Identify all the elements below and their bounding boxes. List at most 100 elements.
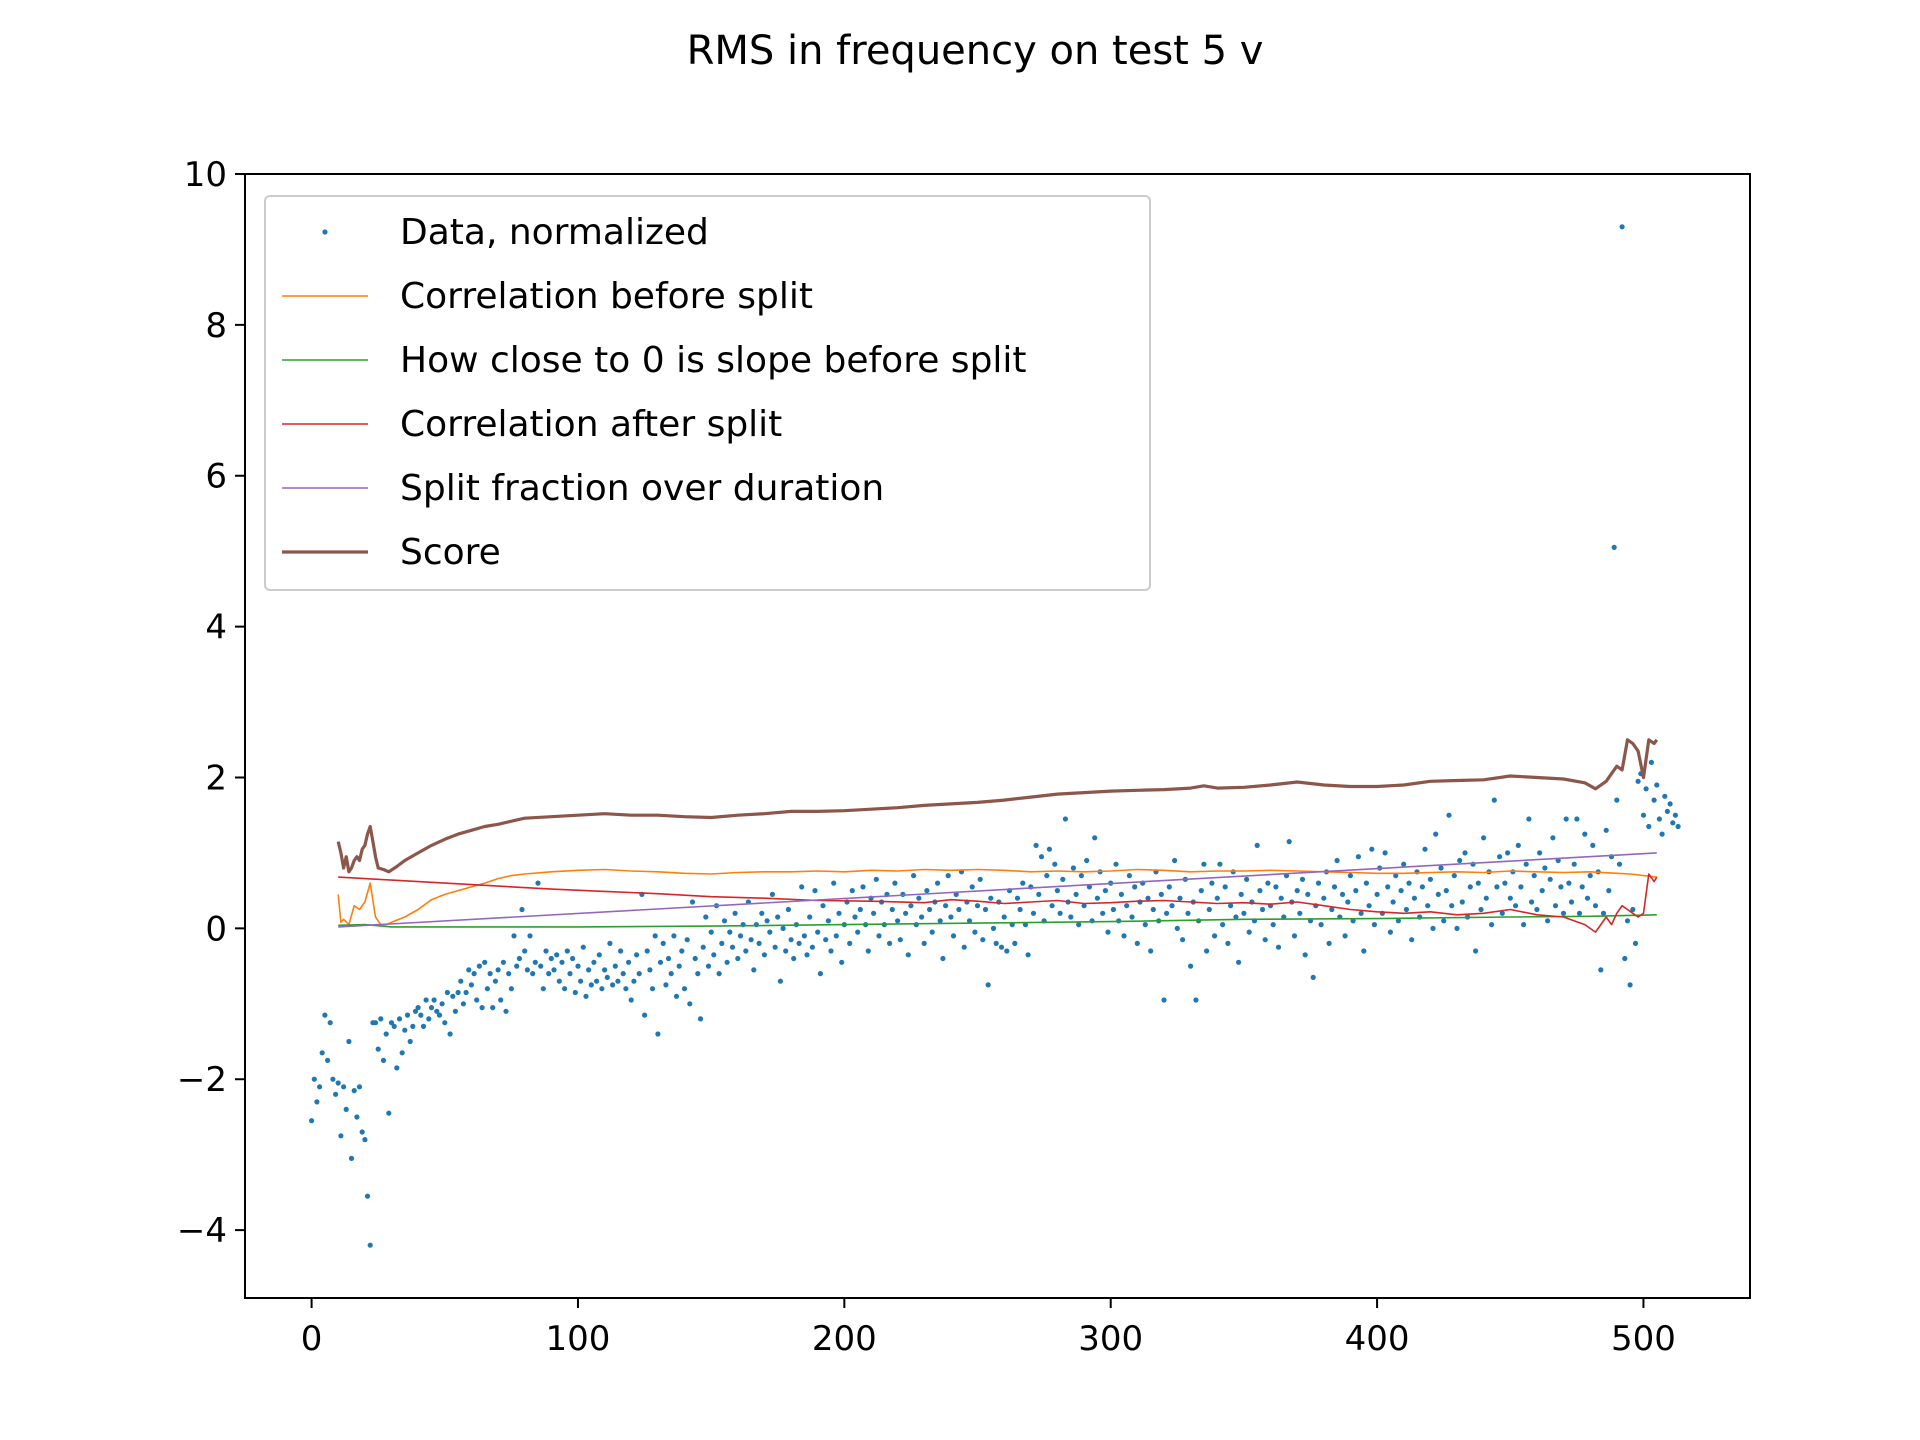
data-point [325,1057,331,1063]
data-point [402,1027,408,1033]
data-point [570,955,576,962]
legend-label: Correlation after split [400,404,782,445]
data-point [937,918,943,924]
data-point [348,1155,355,1161]
data-point [548,955,554,962]
data-point [1049,903,1055,909]
data-point [1574,816,1580,822]
data-point [985,982,991,988]
data-point [1361,948,1367,954]
legend-label: How close to 0 is slope before split [400,340,1027,381]
data-point [1438,865,1444,871]
data-point [588,982,594,988]
data-point [1606,888,1612,894]
data-point [1568,899,1575,905]
data-point [759,910,765,916]
data-point [982,906,989,913]
data-point [418,1012,424,1018]
data-point [410,1023,416,1029]
data-point [716,971,722,977]
data-point [1052,861,1058,867]
data-point [1020,880,1026,886]
data-point [583,993,589,999]
data-point [1046,846,1052,852]
data-point [1529,899,1535,905]
data-point [1177,895,1183,901]
data-point [777,978,784,984]
data-point [1246,929,1252,935]
data-point [1371,922,1377,928]
data-point [380,1057,387,1063]
data-point [1385,884,1391,890]
data-point [799,884,805,890]
data-point [671,933,677,939]
data-point [607,940,613,947]
data-point [386,1110,392,1116]
data-point [825,918,832,924]
data-point [1409,937,1415,943]
data-point [1331,884,1338,890]
data-point [1614,797,1620,803]
data-point [1576,910,1583,916]
x-axis: 0 100 200 300 400 500 [301,1298,1676,1359]
legend-label: Split fraction over duration [400,468,884,509]
data-point [945,873,951,879]
series-line-correlation-after-split [338,873,1658,933]
data-point [711,952,717,958]
data-point [1534,906,1540,913]
data-point [436,1012,443,1018]
data-point [660,940,666,947]
data-point [839,959,845,965]
data-point [338,1133,344,1139]
data-point [1579,884,1585,890]
data-point [1425,903,1431,909]
x-tick-label: 200 [812,1319,877,1359]
data-point [1547,876,1553,882]
data-point [1236,959,1242,965]
data-point [1201,861,1207,867]
data-point [871,910,877,916]
data-point [335,1080,341,1086]
data-point [388,1020,395,1026]
legend-label: Correlation before split [400,276,813,317]
data-point [1467,884,1473,890]
data-point [538,963,544,969]
data-point [1481,835,1487,841]
data-point [796,940,802,947]
data-point [468,982,474,988]
data-point [500,959,506,965]
data-point [1566,880,1572,886]
data-point [378,1016,384,1022]
data-point [474,997,480,1003]
data-point [362,1137,368,1143]
data-point [1238,891,1244,898]
data-point [1433,831,1439,837]
data-point [535,880,541,886]
data-point [1502,880,1508,886]
data-point [426,1016,432,1022]
data-point [737,933,744,939]
data-point [391,1023,397,1029]
data-point [908,903,914,909]
data-point [1169,903,1175,909]
data-point [919,914,925,920]
data-point [1521,922,1527,928]
series-line-how-close-to-0-is-slope-before-split [338,914,1657,928]
data-point [1483,895,1489,901]
data-point [1353,888,1359,894]
data-point [831,880,837,886]
data-point [1454,925,1460,932]
data-point [751,967,757,973]
x-tick-label: 100 [546,1319,611,1359]
data-point [735,955,741,962]
data-point [1124,903,1130,909]
data-point [815,929,821,935]
data-point [865,948,871,954]
data-point [1403,906,1409,913]
data-point [847,940,853,947]
data-point [1667,801,1673,807]
data-point [1497,854,1503,860]
data-point [644,948,650,954]
data-point [1329,906,1335,913]
